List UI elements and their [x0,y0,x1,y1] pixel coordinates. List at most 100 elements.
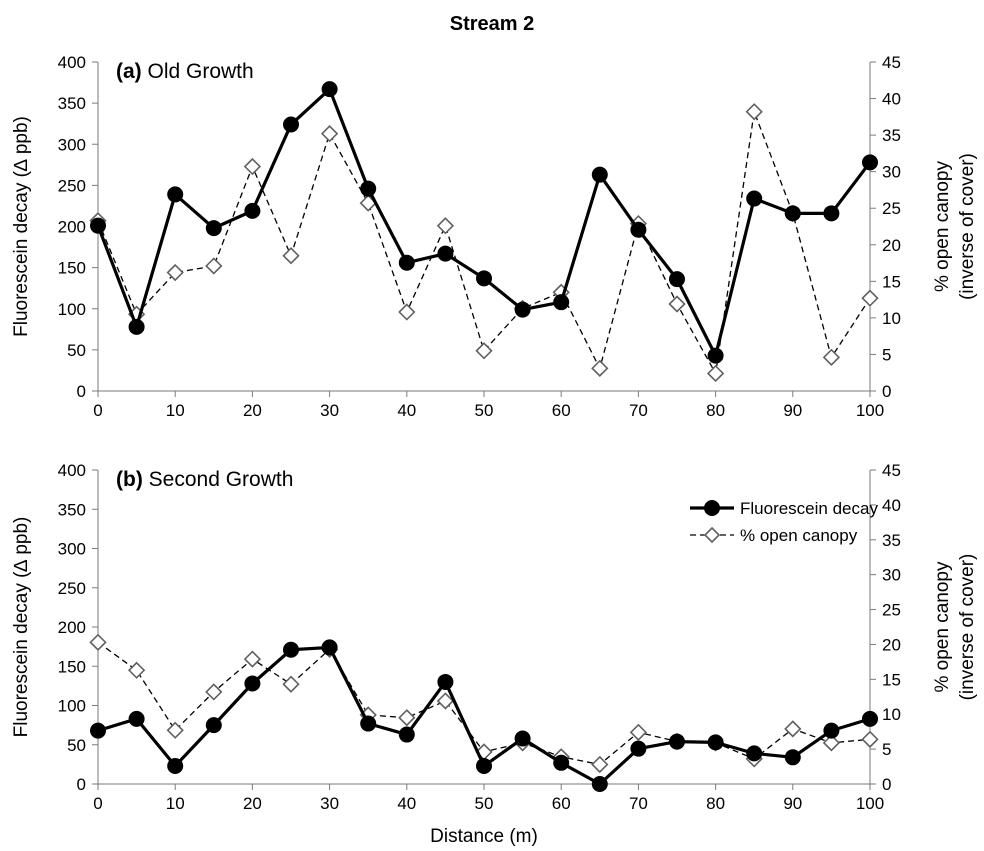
legend-fluorescein-marker [704,500,720,516]
fluorescein-point [746,745,763,762]
right-tick-label: 5 [882,345,891,364]
x-tick-label: 0 [93,401,102,420]
canopy-point [822,348,841,367]
right-tick-label: 45 [882,53,901,72]
canopy-point [475,342,493,360]
x-tick-label: 100 [856,794,884,813]
canopy-point [784,720,802,738]
canopy-point [243,157,262,176]
canopy-point [861,730,879,748]
x-tick-label: 30 [320,794,339,813]
fluorescein-point [476,757,492,774]
canopy-point [436,217,455,235]
left-tick-label: 150 [58,259,86,278]
canopy-point [282,247,300,265]
fluorescein-point [398,726,415,743]
fluorescein-point [283,641,299,658]
right-tick-label: 0 [882,382,891,401]
fluorescein-point [437,673,454,690]
x-axis-label: Distance (m) [430,826,538,847]
legend-canopy-marker [703,526,721,544]
right-axis-title-line1: % open canopy [932,561,953,692]
left-tick-label: 100 [58,697,86,716]
left-tick-label: 200 [58,218,86,237]
panel-prefix: (a) [116,60,148,83]
canopy-point [166,263,184,282]
x-tick-label: 50 [475,794,494,813]
panel-title: (b) Second Growth [116,468,293,491]
right-tick-label: 40 [882,496,901,515]
x-tick-label: 60 [552,794,571,813]
left-tick-label: 300 [58,135,86,154]
fluorescein-point [90,722,106,739]
fluorescein-point [553,294,570,311]
left-axis-title: Fluorescein decay (∆ ppb) [11,517,32,738]
fluorescein-point [167,186,184,203]
fluorescein-point [823,722,840,739]
canopy-point [436,692,455,710]
right-axis-title-line2: (inverse of cover) [957,554,978,701]
fluorescein-point [591,166,608,183]
right-tick-label: 25 [882,601,901,620]
canopy-point [89,633,107,651]
x-tick-label: 100 [856,401,884,420]
fluorescein-point [360,180,377,197]
canopy-point [166,721,184,739]
fluorescein-point [167,757,184,774]
x-tick-label: 60 [552,401,571,420]
fluorescein-point [862,710,878,727]
fluorescein-point [283,116,299,133]
fluorescein-point [553,754,570,771]
right-tick-label: 15 [882,272,901,291]
fluorescein-point [862,154,878,171]
canopy-point [243,650,262,668]
left-tick-label: 0 [77,775,86,794]
fluorescein-point [823,205,840,222]
canopy-point [205,257,223,275]
panel-prefix: (b) [116,468,149,491]
fluorescein-point [669,271,685,288]
canopy-point [822,734,841,752]
fluorescein-point [244,675,261,692]
canopy-point [320,125,339,143]
fluorescein-point [128,318,145,335]
canopy-point [205,683,223,701]
fluorescein-point [784,205,801,222]
x-tick-label: 0 [93,794,102,813]
fluorescein-point [244,202,261,219]
panel-b-second-growth: 0501001502002503003504000510152025303540… [11,461,978,813]
fluorescein-point [205,220,222,237]
right-tick-label: 20 [882,635,901,654]
figure-title: Stream 2 [450,13,535,35]
right-tick-label: 5 [882,740,891,759]
canopy-series-line [97,109,871,376]
left-tick-label: 250 [58,579,86,598]
right-tick-label: 15 [882,670,901,689]
canopy-point [861,289,879,307]
left-tick-label: 50 [67,736,86,755]
right-tick-label: 35 [882,126,901,145]
left-axis-title: Fluorescein decay (∆ ppb) [11,116,32,337]
left-tick-label: 250 [58,176,86,195]
left-tick-label: 400 [58,461,86,480]
fluorescein-point [514,730,531,747]
x-tick-label: 20 [243,794,262,813]
x-tick-label: 70 [629,401,648,420]
right-tick-label: 30 [882,566,901,585]
canopy-point [591,755,609,774]
fluorescein-point [591,776,608,792]
x-tick-label: 70 [629,794,648,813]
x-tick-label: 40 [397,401,416,420]
panel-title: (a) Old Growth [116,60,254,83]
canopy-point [745,103,763,121]
canopy-point [398,709,416,727]
x-tick-label: 10 [166,794,185,813]
x-tick-label: 10 [166,401,185,420]
right-axis-title-line1: % open canopy [932,161,953,292]
fluorescein-point [707,347,724,364]
legend-canopy-label: % open canopy [740,526,858,545]
left-tick-label: 150 [58,657,86,676]
right-tick-label: 35 [882,531,901,550]
fluorescein-point [630,740,647,757]
